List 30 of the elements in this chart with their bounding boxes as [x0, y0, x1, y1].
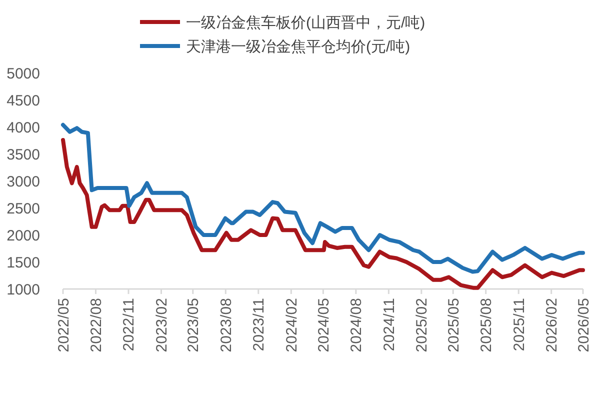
x-tick-label: 2022/08: [88, 298, 105, 352]
x-tick-label: 2023/08: [218, 298, 235, 352]
x-tick-label: 2022/05: [55, 298, 72, 352]
x-tick-label: 2024/05: [315, 298, 332, 352]
y-tick-label: 5000: [6, 65, 40, 82]
x-tick-label: 2023/11: [250, 298, 268, 352]
x-tick-label: 2026/02: [544, 298, 561, 352]
x-tick-label: 2023/05: [185, 298, 202, 352]
line-series: [61, 138, 585, 290]
y-tick-label: 3000: [6, 173, 40, 190]
y-tick-label: 1500: [6, 254, 40, 272]
x-tick-label: 2024/02: [283, 298, 300, 352]
x-tick-label: 2025/11: [510, 298, 528, 352]
y-tick-label: 4500: [6, 92, 40, 110]
x-tick-label: 2024/08: [348, 298, 366, 352]
y-tick-label: 1000: [6, 281, 40, 298]
line-series: [61, 122, 585, 274]
x-tick-label: 2025/08: [478, 298, 496, 352]
x-tick-label: 2023/02: [153, 298, 170, 352]
legend-label: 天津港一级冶金焦平仓均价(元/吨): [186, 38, 410, 56]
x-tick-label: 2024/11: [380, 298, 398, 352]
legend-label: 一级冶金焦车板价(山西晋中，元/吨): [186, 14, 426, 32]
x-tick-label: 2025/05: [445, 298, 462, 352]
x-tick-label: 2025/02: [414, 298, 431, 352]
x-tick-label: 2022/11: [120, 298, 138, 352]
y-tick-label: 2000: [6, 227, 40, 244]
x-tick-label: 2026/05: [575, 298, 592, 352]
y-tick-label: 3500: [6, 146, 40, 164]
y-tick-label: 2500: [6, 200, 40, 218]
y-tick-label: 4000: [6, 119, 40, 136]
